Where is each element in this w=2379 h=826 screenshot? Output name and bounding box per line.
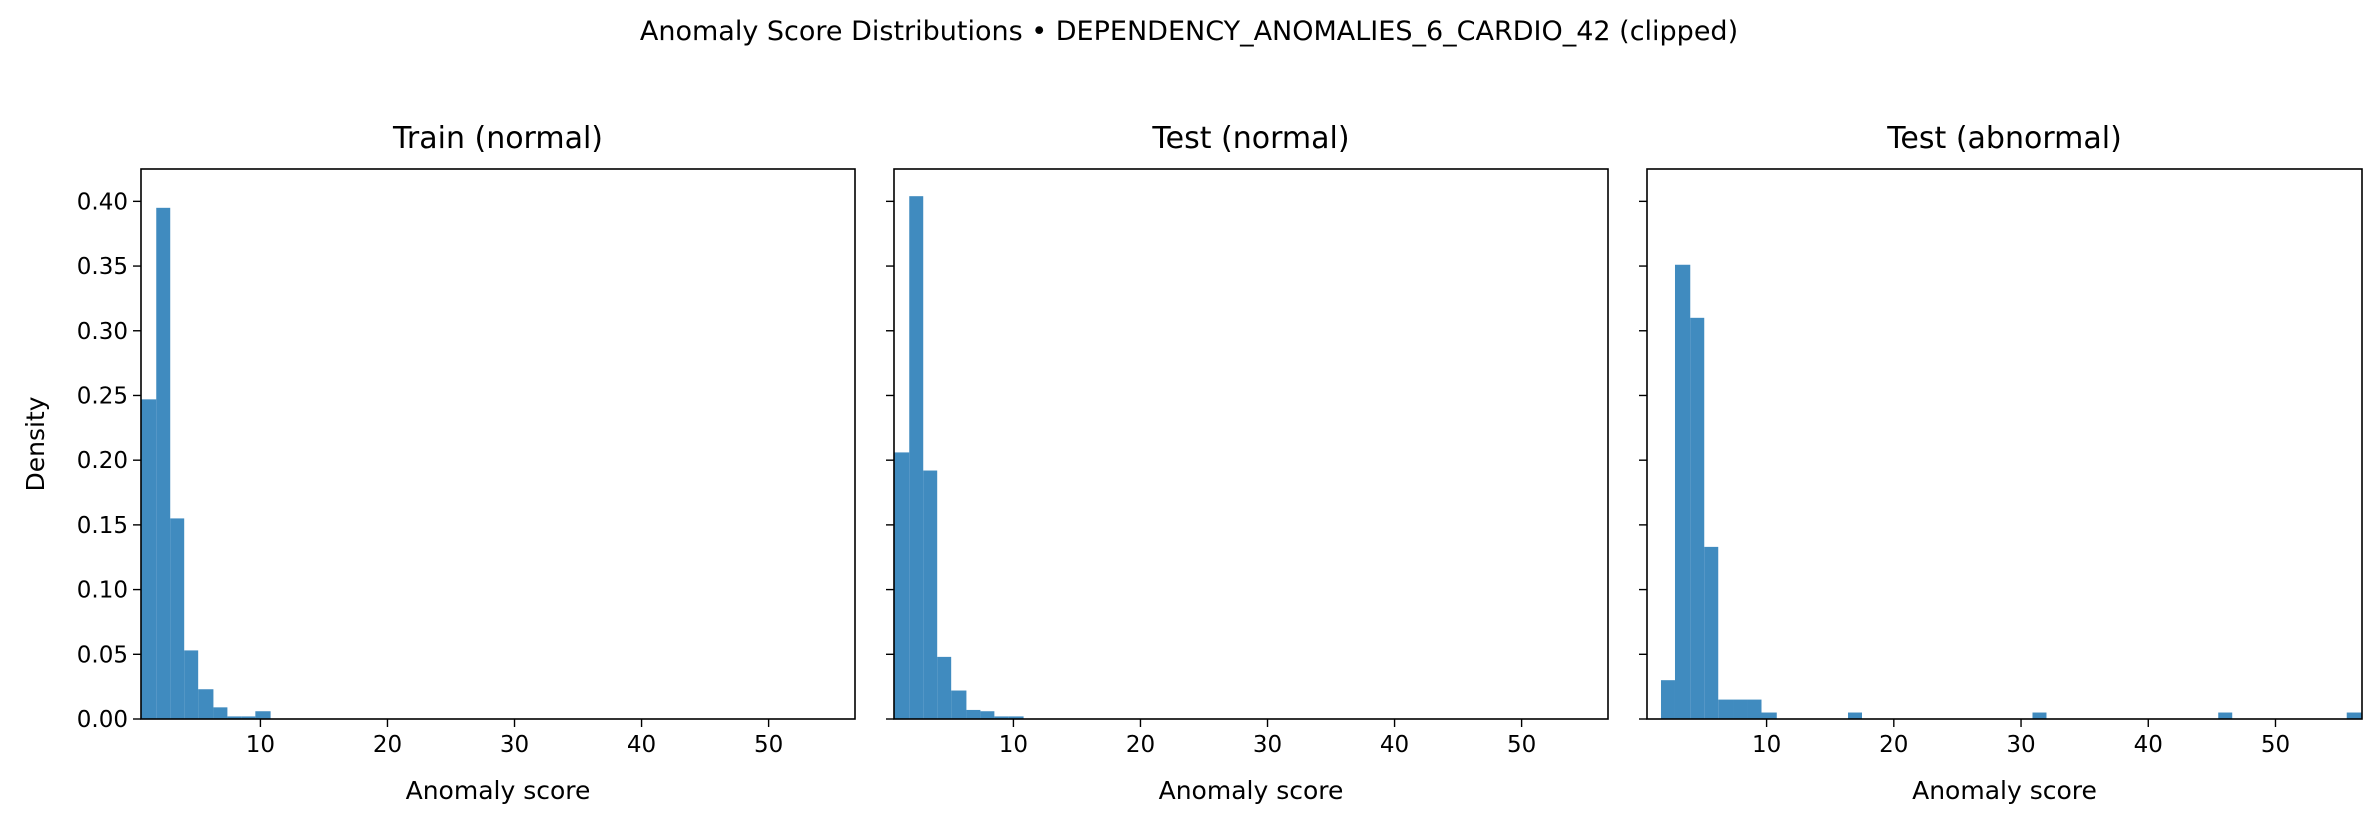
histogram-bar-8 (1761, 712, 1777, 719)
x-axis-label: Anomaly score (1912, 776, 2097, 805)
histogram-bar-8 (241, 716, 256, 719)
histogram-bar-3 (1690, 317, 1705, 719)
axes-frame (1646, 168, 2363, 720)
histogram-bar-7 (980, 711, 995, 719)
x-tick-label: 40 (1380, 732, 1409, 758)
histogram-bar-6 (1733, 699, 1748, 719)
x-tick-label: 30 (500, 732, 529, 758)
x-tick-label: 20 (373, 732, 402, 758)
y-tick-label: 0.40 (77, 189, 128, 215)
histogram-bar-3 (170, 518, 185, 719)
y-tick-label: 0.20 (77, 448, 128, 474)
histogram-bar-4 (937, 656, 952, 719)
y-tick-label: 0.15 (77, 513, 128, 539)
y-tick-label: 0.00 (77, 707, 128, 733)
histogram-bar-1 (141, 399, 157, 719)
histogram-bar-3 (923, 470, 938, 719)
histogram-bar-7 (227, 716, 242, 719)
histogram-bar-5 (1718, 699, 1734, 719)
histogram-bar-2 (1674, 264, 1691, 719)
histogram-bar-11 (2218, 712, 2233, 719)
histogram-bar-4 (1704, 546, 1719, 719)
axes-frame (893, 168, 1609, 720)
histogram-bar-2 (909, 196, 924, 719)
histogram-bars (141, 207, 271, 719)
subplot-panels: 10 20 30 40 50 0.00 0.05 0.10 0.15 0.20 0.25 0.30 0.… (21, 121, 2363, 805)
x-tick-label: 40 (627, 732, 656, 758)
y-tick-label: 0.35 (77, 254, 128, 280)
histogram-bar-1 (894, 452, 910, 719)
subplot-title: Test (normal) (1151, 121, 1349, 156)
histogram-bar-9 (255, 711, 271, 719)
histogram-bar-12 (2346, 712, 2362, 719)
histogram-bars (894, 196, 1024, 719)
x-tick-label: 50 (754, 732, 783, 758)
x-tick-label: 20 (1126, 732, 1155, 758)
x-tick-label: 20 (1879, 732, 1908, 758)
subplot-3: 10 20 30 40 50 Test (abnormal) Anomaly score (1639, 121, 2363, 805)
subplot-title: Train (normal) (392, 121, 603, 156)
subplot-1: 10 20 30 40 50 0.00 0.05 0.10 0.15 0.20 0.25 0.30 0.… (21, 121, 856, 805)
x-tick-label: 30 (1253, 732, 1282, 758)
histogram-bar-1 (1660, 680, 1675, 719)
histogram-bars (1660, 264, 2362, 719)
histogram-bar-7 (1747, 699, 1762, 719)
histogram-bar-6 (966, 709, 981, 719)
y-tick-label: 0.10 (77, 578, 128, 604)
y-tick-label: 0.05 (77, 642, 128, 668)
y-tick-label: 0.30 (77, 319, 128, 345)
histogram-bar-5 (198, 689, 214, 719)
subplot-title: Test (abnormal) (1886, 121, 2122, 156)
x-tick-label: 10 (999, 732, 1028, 758)
histogram-bar-2 (156, 207, 171, 719)
histogram-bar-9 (1848, 712, 1862, 719)
x-tick-label: 30 (2006, 732, 2035, 758)
histogram-bar-5 (951, 690, 967, 719)
y-axis-label: Density (21, 396, 50, 491)
x-tick-label: 50 (2261, 732, 2290, 758)
histogram-bar-4 (184, 650, 199, 719)
x-tick-label: 10 (1752, 732, 1781, 758)
x-tick-label: 40 (2134, 732, 2163, 758)
x-axis-label: Anomaly score (1159, 776, 1344, 805)
x-tick-label: 10 (246, 732, 275, 758)
histogram-bar-6 (213, 707, 228, 719)
histogram-bar-10 (2032, 712, 2047, 719)
x-axis-label: Anomaly score (406, 776, 591, 805)
subplot-2: 10 20 30 40 50 Test (normal) Anomaly score (886, 121, 1609, 805)
figure-suptitle: Anomaly Score Distributions • DEPENDENCY… (640, 16, 1738, 47)
histogram-bar-8 (994, 716, 1009, 719)
histogram-bar-9 (1008, 716, 1024, 719)
axes-frame (140, 168, 856, 720)
y-tick-label: 0.25 (77, 383, 128, 409)
x-tick-label: 50 (1507, 732, 1536, 758)
